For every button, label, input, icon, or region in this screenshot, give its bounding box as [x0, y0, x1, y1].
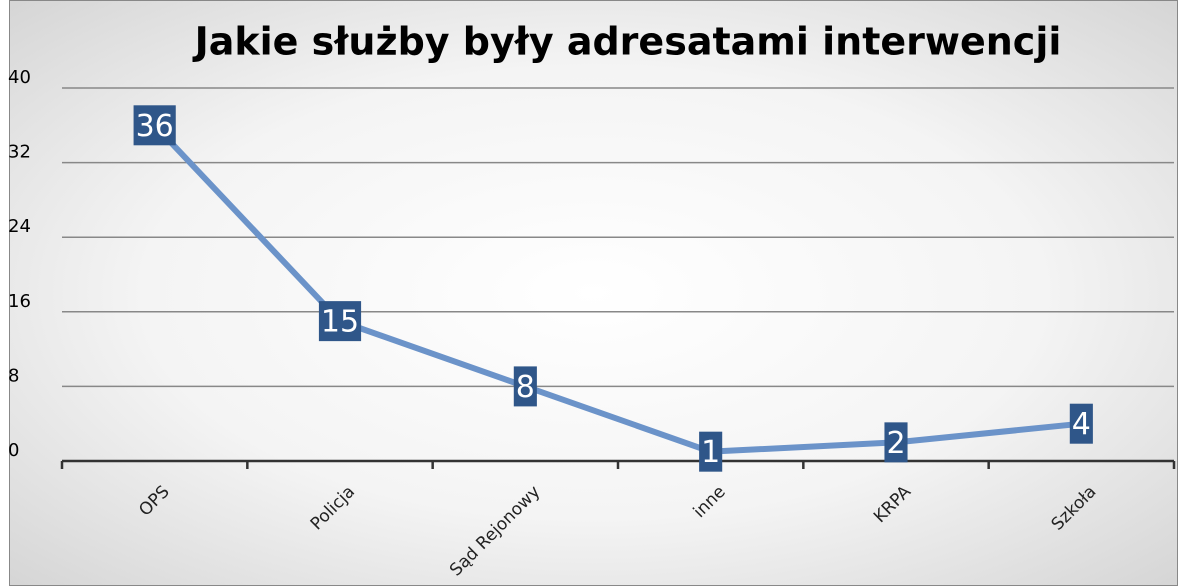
data-label: 15: [318, 301, 362, 342]
y-tick-label: 16: [8, 291, 31, 312]
y-tick-label: 8: [8, 365, 19, 386]
data-label-box: [318, 301, 362, 342]
y-tick-label: 24: [8, 216, 31, 237]
y-tick-label: 32: [8, 142, 31, 163]
data-line: [152, 123, 1082, 455]
data-label-box: [133, 105, 176, 146]
data-label-text: 2: [886, 426, 905, 461]
chart-background: [9, 0, 1178, 586]
data-label-text: 15: [321, 305, 359, 340]
data-label-box: [1069, 403, 1093, 444]
data-label-text: 4: [1072, 407, 1091, 442]
data-label: 36: [133, 105, 176, 146]
data-label-box: [513, 366, 537, 407]
y-tick-label: 40: [8, 67, 31, 88]
data-label: 8: [513, 366, 537, 407]
data-label-text: 1: [701, 435, 720, 470]
data-label-box: [699, 431, 723, 472]
data-label: 2: [884, 422, 908, 463]
data-label-text: 36: [136, 109, 174, 144]
data-label: 1: [699, 431, 723, 472]
chart-title: Jakie służby były adresatami interwencji: [192, 20, 1062, 64]
data-label-box: [884, 422, 908, 463]
y-tick-label: 0: [8, 440, 19, 461]
data-label-text: 8: [516, 370, 535, 405]
data-label: 4: [1069, 403, 1093, 444]
